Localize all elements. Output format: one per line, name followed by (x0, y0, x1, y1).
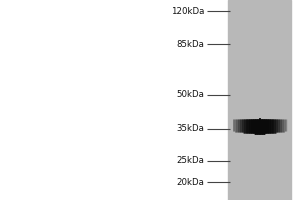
Text: 85kDa: 85kDa (176, 40, 204, 49)
Bar (228, 0, 291, 200)
Text: 25kDa: 25kDa (176, 156, 204, 165)
Text: 20kDa: 20kDa (176, 178, 204, 187)
Text: 50kDa: 50kDa (176, 90, 204, 99)
Text: 120kDa: 120kDa (171, 7, 204, 16)
Text: 35kDa: 35kDa (176, 124, 204, 133)
